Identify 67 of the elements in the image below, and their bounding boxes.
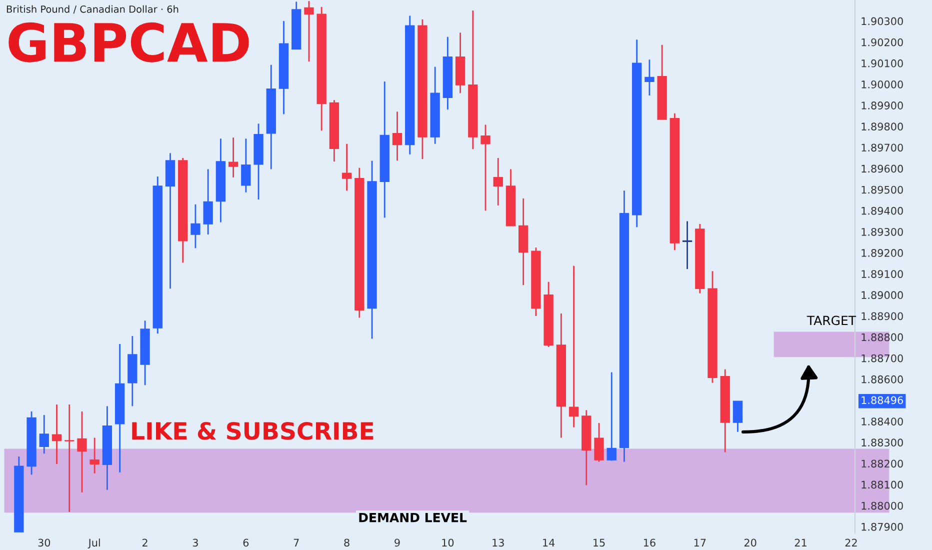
y-tick-label: 1.88400: [862, 418, 903, 426]
x-tick-label: Jul: [88, 538, 100, 549]
candlestick: [228, 136, 238, 178]
y-tick-label: 1.88600: [862, 375, 903, 384]
chart-title: GBPCAD: [8, 22, 249, 62]
y-tick-label: 1.89600: [862, 164, 903, 173]
y-tick-label: 1.88900: [862, 312, 903, 320]
chart-subtitle: British Pound / Canadian Dollar · 6h: [6, 5, 178, 14]
x-tick-label: 6: [243, 538, 249, 547]
candlestick: [90, 437, 100, 474]
y-tick-label: 1.90300: [862, 17, 903, 26]
x-tick-label: 7: [294, 538, 299, 546]
y-tick-label: 1.90100: [862, 59, 903, 68]
x-tick-label: 16: [644, 538, 656, 547]
y-tick-label: 1.89300: [862, 228, 903, 236]
candlestick: [241, 138, 251, 194]
candlestick: [190, 204, 200, 249]
candlestick: [64, 404, 74, 513]
x-tick-label: 30: [38, 538, 50, 547]
x-tick-label: 21: [794, 538, 806, 546]
candlestick: [568, 265, 579, 428]
y-tick-label: 1.88100: [862, 480, 903, 489]
candlestick: [342, 143, 352, 192]
candlestick: [480, 124, 490, 212]
x-tick-label: 17: [694, 538, 706, 546]
y-tick-label: 1.89900: [862, 102, 903, 110]
y-tick-label: 1.89500: [862, 186, 903, 194]
x-tick-label: 13: [492, 538, 504, 547]
candlestick: [644, 58, 654, 96]
y-tick-label: 1.89800: [862, 122, 903, 131]
candlestick: [77, 410, 87, 494]
x-tick-label: 14: [543, 538, 555, 546]
x-tick-label: 22: [845, 538, 857, 546]
y-tick-label: 1.88700: [862, 354, 903, 362]
candlestick: [594, 422, 604, 462]
annotation: LIKE & SUBSCRIBE: [132, 422, 374, 440]
x-tick-label: 20: [744, 538, 756, 547]
y-tick-label: 1.89200: [862, 249, 903, 257]
candlestick: [52, 404, 62, 465]
candlestick: [39, 414, 49, 454]
y-tick-label: 1.89400: [862, 206, 903, 215]
y-tick-label: 1.88300: [862, 438, 903, 447]
y-tick-label: 1.90000: [862, 80, 903, 88]
candlestick: [682, 220, 692, 270]
band-label: TARGET: [806, 316, 856, 326]
text: 1.88496: [862, 396, 903, 404]
y-tick-label: 1.89700: [862, 144, 903, 152]
y-tick-label: 1.89100: [862, 270, 903, 278]
y-tick-label: 1.90200: [862, 38, 903, 46]
x-tick-label: 10: [442, 538, 454, 547]
y-tick-label: 1.89000: [862, 291, 903, 300]
x-tick-label: 2: [142, 538, 148, 546]
candlestick: [493, 157, 503, 206]
band-label: DEMAND LEVEL: [359, 512, 467, 522]
candlestick: [203, 168, 213, 236]
y-tick-label: 1.87900: [862, 522, 903, 531]
x-tick-label: 8: [344, 538, 350, 547]
y-tick-label: 1.88000: [862, 502, 903, 510]
y-tick-label: 1.88800: [862, 333, 903, 342]
y-tick-label: 1.88200: [862, 460, 903, 468]
candlestick: [606, 372, 616, 462]
x-tick-label: 15: [594, 538, 605, 547]
x-tick-label: 3: [192, 538, 198, 547]
x-tick-label: 9: [394, 538, 400, 547]
candlestick: [392, 110, 402, 162]
candlestick: [304, 0, 314, 62]
candlestick: [732, 400, 743, 433]
